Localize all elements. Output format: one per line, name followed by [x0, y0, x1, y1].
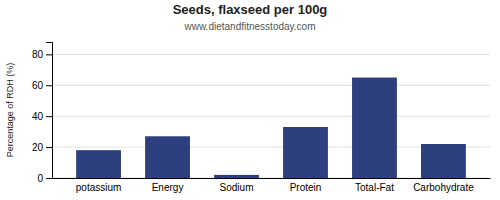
x-tick: potassium: [76, 182, 122, 193]
y-tick-mark: [46, 147, 52, 148]
bar: [214, 175, 259, 178]
y-tick-mark: [46, 54, 52, 55]
grid-line: [52, 116, 490, 117]
y-tick-label: 20: [32, 142, 44, 153]
y-axis: 0 20 40 60 80: [32, 43, 53, 184]
x-tick: Protein: [290, 182, 322, 193]
y-tick: 20: [32, 142, 52, 153]
subtitle: www.dietandfitnesstoday.com: [184, 21, 316, 32]
x-axis: potassium Energy Sodium Protein Total-Fat Car…: [53, 179, 491, 194]
y-tick-label: 40: [32, 111, 44, 122]
bar: [283, 127, 328, 178]
x-tick-label: Carbohydrate: [413, 182, 474, 193]
x-axis-line: [53, 178, 491, 179]
title: Seeds, flaxseed per 100g: [173, 2, 328, 17]
x-tick-label: Sodium: [220, 182, 254, 193]
y-tick-mark: [46, 116, 52, 117]
grid-line: [52, 85, 490, 86]
bar: [145, 136, 190, 178]
chart: Seeds, flaxseed per 100g www.dietandfitne…: [0, 0, 500, 200]
grid-line: [52, 54, 490, 55]
x-tick-label: Total-Fat: [355, 182, 394, 193]
grid: [52, 54, 490, 178]
y-axis-title: Percentage of RDH (%): [5, 63, 15, 158]
x-tick-label: potassium: [76, 182, 122, 193]
bar: [352, 78, 397, 178]
y-tick-mark: [46, 178, 52, 179]
y-tick-label: 60: [32, 80, 44, 91]
x-tick: Sodium: [220, 182, 254, 193]
y-tick: 60: [32, 80, 52, 91]
x-tick: Total-Fat: [355, 182, 394, 193]
x-tick-label: Energy: [152, 182, 184, 193]
y-tick: 40: [32, 111, 52, 122]
y-tick-mark: [46, 85, 52, 86]
y-tick: 0: [37, 173, 52, 184]
y-tick-label: 0: [37, 173, 43, 184]
y-tick: 80: [32, 49, 52, 60]
y-tick-label: 80: [32, 49, 44, 60]
x-tick: Carbohydrate: [413, 182, 474, 193]
bar: [421, 144, 466, 178]
plot-area: [76, 78, 466, 178]
bar: [76, 150, 121, 178]
y-axis-line: [46, 43, 53, 179]
x-tick: Energy: [152, 182, 184, 193]
x-tick-label: Protein: [290, 182, 322, 193]
